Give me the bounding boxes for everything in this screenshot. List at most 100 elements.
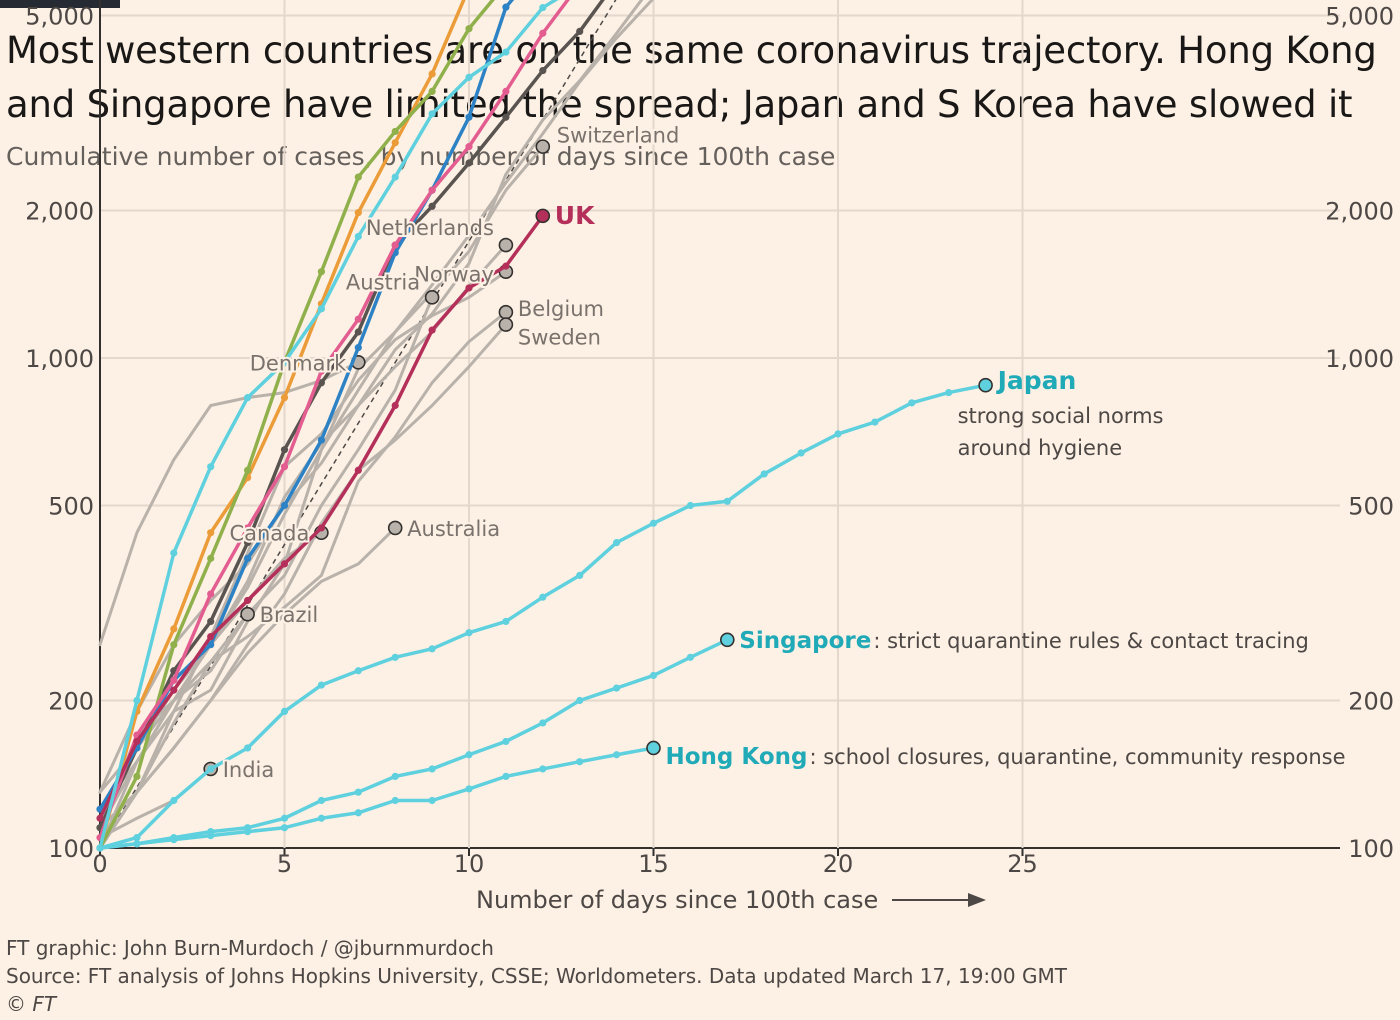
series-point bbox=[391, 139, 399, 147]
series-point bbox=[391, 173, 399, 181]
series-end-point bbox=[535, 139, 551, 154]
series-point bbox=[576, 571, 584, 580]
series-point bbox=[207, 641, 215, 649]
series-point bbox=[502, 262, 510, 270]
series-point bbox=[170, 676, 178, 684]
series-point bbox=[428, 326, 436, 334]
series-uk bbox=[96, 208, 551, 822]
series-label-denmark: Denmark bbox=[250, 351, 347, 375]
series-point bbox=[207, 633, 215, 641]
series-point bbox=[649, 519, 658, 527]
series-line-china bbox=[98, 0, 466, 850]
series-point bbox=[465, 629, 473, 637]
series-point bbox=[133, 737, 141, 746]
series-sweden bbox=[98, 317, 514, 850]
series-point bbox=[539, 765, 547, 773]
series-point bbox=[244, 596, 252, 605]
series-point bbox=[354, 788, 362, 796]
x-tick-label: 25 bbox=[1007, 850, 1038, 878]
series-label-australia: Australia bbox=[407, 517, 500, 541]
series-point bbox=[244, 466, 252, 474]
y-tick-label-right: 200 bbox=[1348, 687, 1394, 715]
series-point bbox=[502, 3, 510, 11]
series-end-point bbox=[387, 520, 403, 536]
series-end-point bbox=[424, 290, 440, 305]
footer-copyright: © FT bbox=[6, 992, 57, 1016]
series-line-australia bbox=[98, 526, 397, 830]
series-line-belgium bbox=[98, 310, 508, 830]
y-tick-label-left: 1,000 bbox=[25, 345, 94, 373]
series-point bbox=[317, 436, 325, 444]
series-label-sweden: Sweden bbox=[518, 326, 601, 350]
series-point bbox=[354, 315, 362, 323]
y-tick-label-right: 100 bbox=[1348, 835, 1394, 863]
series-point bbox=[207, 617, 215, 626]
series-line-norway bbox=[98, 270, 508, 830]
series-point bbox=[170, 796, 178, 805]
series-australia bbox=[98, 520, 403, 830]
x-tick-label: 0 bbox=[92, 850, 107, 878]
series-point bbox=[133, 696, 141, 705]
series-point bbox=[280, 501, 289, 510]
series-point bbox=[539, 3, 547, 12]
y-tick-label-left: 500 bbox=[48, 493, 94, 521]
x-axis-label: Number of days since 100th case bbox=[476, 886, 878, 914]
series-point bbox=[576, 696, 584, 705]
series-end-point bbox=[719, 632, 735, 648]
series-point bbox=[280, 446, 289, 454]
series-point bbox=[280, 394, 289, 402]
series-point bbox=[354, 209, 362, 217]
series-line-france bbox=[98, 0, 655, 850]
series-hong-kong bbox=[96, 740, 661, 852]
series-end-point bbox=[535, 208, 551, 224]
series-label-canada: Canada bbox=[229, 522, 309, 546]
series-point bbox=[207, 832, 215, 840]
series-point bbox=[428, 70, 436, 78]
series-point bbox=[170, 686, 178, 694]
series-point bbox=[317, 305, 325, 313]
series-line-italy bbox=[98, 0, 605, 830]
series-point bbox=[354, 809, 362, 817]
series-point bbox=[465, 284, 473, 292]
series-label-uk: UK bbox=[555, 201, 596, 230]
series-point bbox=[502, 87, 510, 96]
series-point bbox=[465, 143, 473, 151]
series-iran bbox=[96, 0, 495, 852]
series-label-singapore: Singapore bbox=[739, 628, 871, 654]
series-labels: Chinahad 68,357cases at 28 daysItalyIran… bbox=[221, 122, 1346, 784]
series-point bbox=[207, 765, 215, 773]
series-point bbox=[723, 497, 731, 505]
series-point bbox=[244, 554, 252, 562]
series-point bbox=[170, 625, 178, 633]
series-label-austria: Austria bbox=[346, 270, 420, 294]
x-tick-label: 15 bbox=[638, 850, 669, 878]
y-tick-label-left: 200 bbox=[48, 687, 94, 715]
series-point bbox=[317, 379, 325, 387]
series-point bbox=[428, 796, 436, 805]
series-point bbox=[280, 707, 289, 716]
series-point bbox=[133, 834, 141, 842]
series-label-india: India bbox=[223, 758, 275, 782]
trend-line bbox=[99, 0, 617, 849]
footer-source: Source: FT analysis of Johns Hopkins Uni… bbox=[6, 964, 1067, 988]
series-point bbox=[244, 539, 252, 547]
series-point bbox=[686, 501, 695, 510]
series-end-point bbox=[240, 606, 255, 622]
series-point bbox=[428, 186, 436, 194]
series-line-hong-kong bbox=[98, 746, 656, 850]
series-point bbox=[244, 828, 252, 836]
series-point bbox=[428, 110, 436, 118]
series-point bbox=[945, 388, 953, 397]
series-point bbox=[465, 751, 473, 759]
annotation-hong-kong: : school closures, quarantine, community… bbox=[809, 745, 1345, 769]
x-tick-label: 20 bbox=[823, 850, 854, 878]
series-point bbox=[797, 449, 805, 457]
series-point bbox=[391, 796, 399, 805]
series-end-point bbox=[498, 317, 514, 332]
series-point bbox=[317, 814, 325, 822]
series-point bbox=[280, 358, 289, 366]
series-label-brazil: Brazil bbox=[260, 603, 319, 627]
series-point bbox=[207, 529, 215, 537]
series-italy bbox=[96, 0, 605, 832]
y-tick-label-right: 5,000 bbox=[1325, 3, 1394, 31]
